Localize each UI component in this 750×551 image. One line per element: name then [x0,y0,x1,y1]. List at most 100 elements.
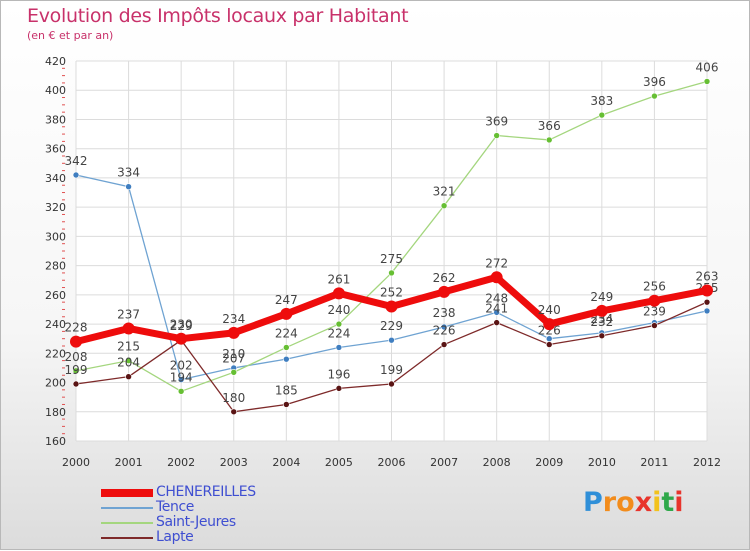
y-tick-label: 280 [45,260,66,273]
data-point [440,323,448,331]
series-saint-jeures: 208 215 194 207 224 240 275 321 369 366 383 396 406 [65,60,719,395]
y-tick-label: 300 [45,230,66,243]
data-label: 185 [275,383,298,397]
logo-letter: t [661,487,675,518]
legend-swatch [101,507,153,509]
data-label: 240 [538,303,561,317]
data-point [648,294,661,307]
data-label: 237 [117,307,140,321]
x-tick-label: 2005 [325,456,353,469]
data-label: 249 [590,290,613,304]
data-point [493,309,500,316]
legend-label: Lapte [156,529,194,545]
data-label: 366 [538,119,561,133]
data-label: 204 [117,356,140,370]
chart-legend: CHENEREILLES Tence Saint-Jeures Lapte [101,485,256,545]
logo-letter: r [602,487,617,518]
data-point [335,320,343,328]
data-label: 247 [275,293,298,307]
x-tick-label: 2003 [220,456,248,469]
data-label: 230 [170,318,193,332]
data-point [543,318,556,331]
data-point [598,111,606,119]
legend-swatch [101,489,153,497]
data-label: 262 [433,271,456,285]
x-tick-label: 2001 [115,456,143,469]
chart-subtitle: (en € et par an) [27,29,114,42]
legend-label: Tence [156,499,194,515]
data-point [72,171,80,179]
legend-item: Tence [101,500,256,515]
x-tick-label: 2000 [62,456,90,469]
data-point [703,307,711,315]
data-label: 240 [327,303,350,317]
data-label: 229 [380,319,403,333]
data-point [177,388,185,395]
y-tick-label: 240 [45,318,66,331]
data-point [651,92,658,100]
logo-letter: x [634,487,653,518]
data-point [332,287,345,300]
y-tick-label: 340 [45,172,66,185]
data-point [598,332,606,340]
data-label: 226 [538,324,561,338]
data-label: 228 [65,321,88,335]
data-point [388,336,395,344]
data-label: 224 [275,326,298,340]
data-point [385,300,398,313]
data-point [490,271,503,284]
data-point [703,78,711,85]
data-point [335,344,343,351]
data-label: 369 [485,115,508,129]
data-label: 406 [696,60,719,74]
data-point [283,355,290,363]
data-label: 342 [65,154,88,168]
y-tick-label: 400 [45,84,66,97]
data-label: 229 [170,319,193,333]
data-point [703,298,711,306]
legend-label: CHENEREILLES [156,484,256,500]
x-tick-label: 2006 [378,456,406,469]
data-point [125,357,132,364]
data-point [493,132,500,139]
data-label: 334 [117,166,140,180]
data-label: 256 [643,280,666,294]
data-label: 215 [117,340,140,354]
data-point [230,369,238,376]
y-tick-label: 180 [45,406,66,419]
legend-item: Saint-Jeures [101,515,256,530]
data-point [701,284,713,297]
legend-label: Saint-Jeures [156,514,236,530]
data-point [651,322,658,329]
data-label: 224 [327,326,350,340]
y-tick-label: 420 [45,55,66,68]
data-label: 207 [222,351,245,365]
data-label: 234 [222,312,245,326]
y-tick-label: 260 [45,289,66,302]
data-point [72,367,80,375]
data-label: 226 [433,324,456,338]
data-point [335,385,343,392]
legend-swatch [101,522,153,524]
y-tick-label: 220 [45,347,66,360]
data-point [70,335,82,348]
proxiti-logo: Proxiti [583,487,684,518]
data-point [440,202,448,209]
data-point [125,183,132,190]
data-point [545,341,553,348]
legend-item: CHENEREILLES [101,485,256,500]
data-point [280,307,293,320]
data-label: 199 [65,363,88,377]
data-label: 199 [380,363,403,377]
x-tick-label: 2007 [430,456,458,469]
data-point [438,285,451,298]
data-label: 202 [170,359,193,373]
series-lapte: 199204229180185196199226241226232239255 [65,281,718,416]
data-point [125,373,132,380]
data-label: 272 [485,256,508,270]
data-label: 263 [696,269,719,283]
data-point [230,408,238,416]
data-label: 210 [222,347,245,361]
